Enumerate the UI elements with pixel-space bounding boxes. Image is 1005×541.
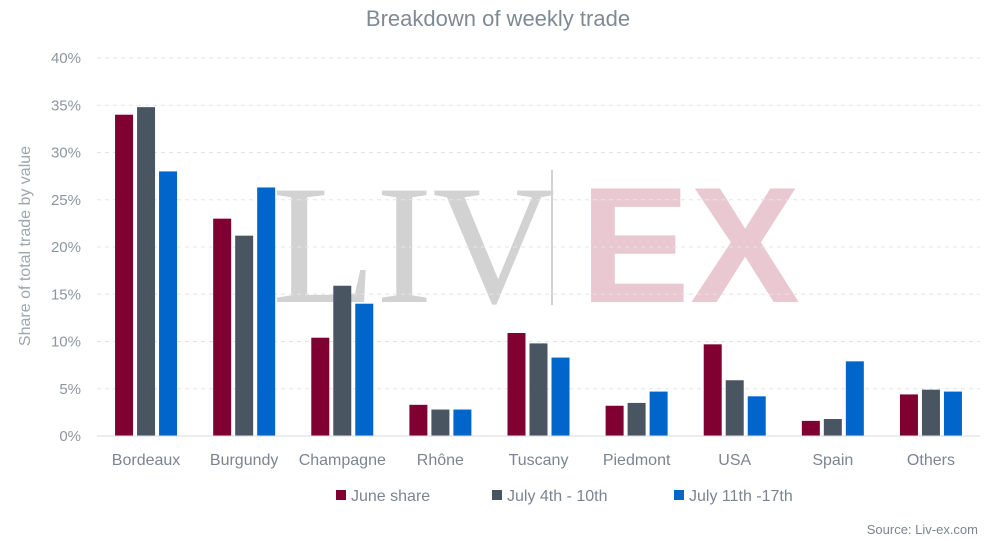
x-tick-label: Champagne	[299, 452, 386, 469]
bar	[747, 396, 766, 436]
x-tick-label: Tuscany	[509, 452, 569, 469]
x-tick-label: Rhône	[417, 452, 464, 469]
legend-label: June share	[351, 488, 430, 505]
watermark-divider	[551, 170, 553, 305]
x-axis-categories: Bordeaux Burgundy Champagne Rhône Tuscany Pie…	[112, 452, 955, 469]
bar	[529, 343, 548, 436]
y-axis-label: Share of total trade by value	[17, 146, 34, 346]
bar	[899, 394, 918, 436]
bar	[355, 303, 374, 436]
x-tick-label: Burgundy	[210, 452, 279, 469]
watermark-ex: EX	[580, 153, 800, 337]
bar	[649, 391, 668, 436]
y-tick-label: 40%	[51, 50, 81, 67]
bar	[551, 357, 570, 436]
y-tick-label: 15%	[51, 286, 81, 303]
x-tick-label: Others	[907, 452, 955, 469]
y-tick-label: 30%	[51, 145, 81, 162]
bar	[703, 344, 722, 436]
legend-label: July 11th -17th	[689, 488, 793, 505]
bar	[137, 107, 156, 436]
legend-label: July 4th - 10th	[507, 488, 608, 505]
y-tick-label: 25%	[51, 192, 81, 209]
legend-swatch	[492, 490, 502, 500]
y-tick-label: 20%	[51, 239, 81, 256]
bar	[115, 114, 134, 436]
bar	[409, 404, 428, 436]
x-tick-label: Bordeaux	[112, 452, 181, 469]
bar	[725, 380, 744, 436]
bar	[235, 235, 254, 436]
bar	[823, 418, 842, 436]
x-tick-label: USA	[718, 452, 751, 469]
bar	[333, 285, 352, 436]
bar	[213, 218, 232, 436]
bar	[257, 187, 276, 436]
y-axis-ticks: 0% 5% 10% 15% 20% 25% 30% 35% 40%	[51, 50, 81, 445]
legend-swatch	[674, 490, 684, 500]
bar	[943, 391, 962, 436]
x-tick-label: Spain	[812, 452, 853, 469]
bar	[453, 409, 472, 436]
bar	[159, 171, 178, 436]
watermark-liv: LIV	[272, 151, 555, 339]
bar	[431, 409, 450, 436]
bars	[115, 107, 962, 436]
y-tick-label: 5%	[59, 381, 81, 398]
bar	[627, 402, 646, 436]
y-tick-label: 35%	[51, 97, 81, 114]
chart-title: Breakdown of weekly trade	[366, 6, 630, 31]
x-tick-label: Piedmont	[603, 452, 671, 469]
bar	[311, 337, 330, 436]
bar	[845, 361, 864, 436]
bar	[921, 389, 940, 436]
bar	[507, 332, 526, 436]
bar	[801, 420, 820, 436]
legend: June share July 4th - 10th July 11th -17th	[336, 488, 793, 505]
source-note: Source: Liv-ex.com	[867, 522, 978, 537]
y-tick-label: 10%	[51, 334, 81, 351]
y-tick-label: 0%	[59, 428, 81, 445]
bar	[605, 405, 624, 436]
watermark: LIV EX	[272, 151, 800, 339]
legend-swatch	[336, 490, 346, 500]
